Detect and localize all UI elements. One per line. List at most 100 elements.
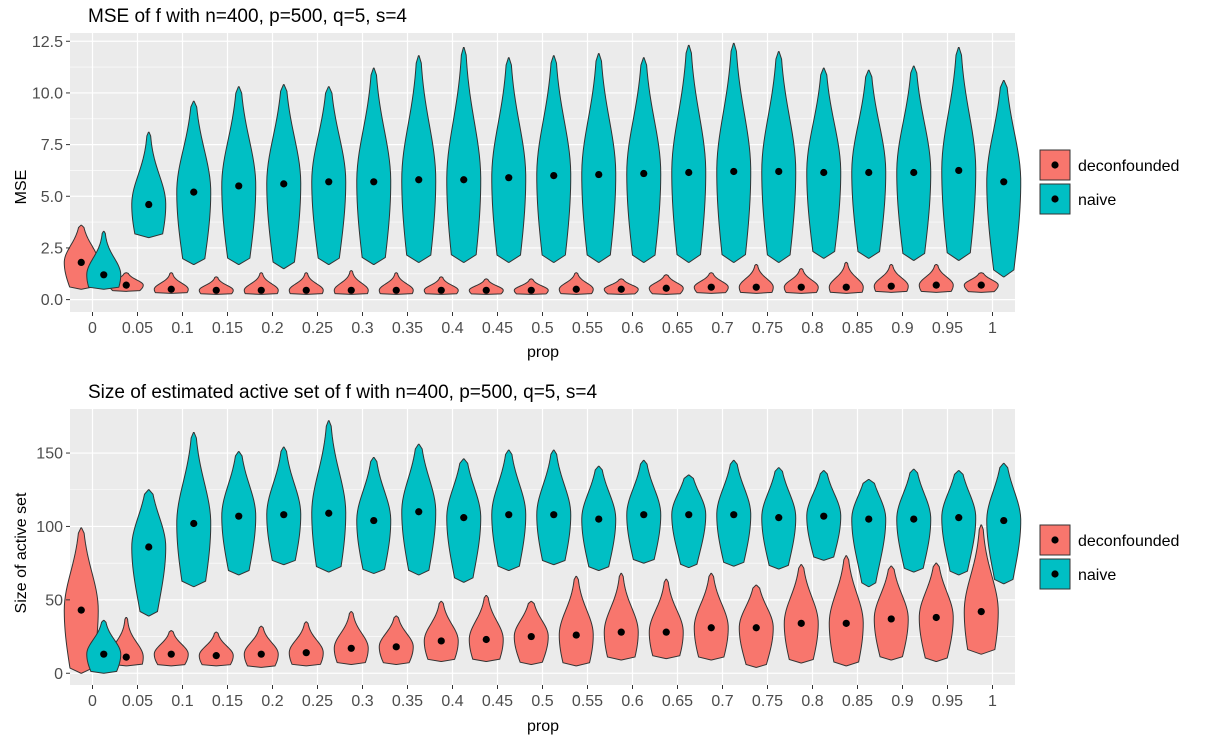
x-tick-label: 0.1 — [171, 320, 193, 337]
mean-point — [910, 515, 918, 523]
violin-deconfounded — [153, 630, 189, 667]
x-tick-label: 0.2 — [261, 693, 283, 710]
mean-point — [820, 512, 828, 520]
mean-point — [1000, 178, 1008, 186]
violin-deconfounded — [288, 621, 324, 667]
mean-point — [77, 606, 85, 614]
violin-deconfounded — [603, 572, 639, 661]
mean-point — [437, 286, 445, 294]
mean-point — [122, 281, 130, 289]
mean-point — [235, 512, 243, 520]
y-tick-label: 7.5 — [41, 137, 63, 154]
y-tick-label: 5.0 — [41, 189, 63, 206]
x-tick-label: 0.3 — [351, 693, 373, 710]
mean-point — [685, 511, 693, 519]
violin-naive — [131, 489, 167, 617]
violin-naive — [311, 420, 347, 573]
x-tick-label: 0.45 — [482, 693, 513, 710]
violin-naive — [716, 42, 752, 263]
mean-point — [977, 607, 985, 616]
violin-naive — [536, 449, 572, 566]
violin-deconfounded — [873, 263, 909, 293]
mean-point — [190, 519, 198, 528]
mean-point — [595, 170, 603, 179]
x-tick-label: 0.4 — [441, 320, 463, 337]
plot-area — [63, 33, 1022, 312]
x-tick-label: 0 — [88, 693, 97, 710]
violin-naive — [221, 86, 257, 265]
y-tick-label: 12.5 — [32, 34, 63, 51]
series-naive — [86, 420, 1022, 674]
mean-point — [977, 281, 985, 289]
legend-key-point — [1051, 536, 1059, 544]
mean-point — [167, 285, 175, 293]
violin-naive — [401, 55, 437, 263]
violin-naive — [131, 131, 167, 239]
violin-naive — [851, 478, 887, 588]
mean-point — [820, 168, 828, 177]
violin-deconfounded — [918, 562, 954, 663]
violin-naive — [356, 456, 392, 574]
violin-deconfounded — [423, 276, 459, 295]
violin-naive — [941, 46, 977, 261]
violin-naive — [176, 431, 212, 588]
x-axis-title: prop — [527, 344, 559, 361]
violin-naive — [671, 474, 707, 569]
violin-naive — [671, 44, 707, 263]
violin-deconfounded — [963, 524, 999, 655]
mean-point — [505, 511, 513, 519]
violin-deconfounded — [558, 272, 594, 295]
x-tick-label: 0.8 — [801, 693, 823, 710]
mean-point — [955, 166, 963, 175]
mean-point — [527, 286, 535, 294]
x-tick-label: 0.6 — [621, 693, 643, 710]
mean-point — [910, 168, 918, 177]
mean-point — [662, 628, 670, 636]
mean-point — [482, 286, 490, 294]
mean-point — [145, 543, 153, 551]
x-tick-label: 0.55 — [572, 320, 603, 337]
x-tick-label: 0.35 — [392, 693, 423, 710]
violin-deconfounded — [783, 564, 819, 664]
x-tick-label: 0.95 — [932, 693, 963, 710]
violin-deconfounded — [873, 565, 909, 661]
x-tick-label: 0.75 — [752, 693, 783, 710]
violin-deconfounded — [648, 274, 684, 295]
mean-point — [190, 188, 198, 196]
violin-deconfounded — [333, 270, 369, 295]
active-set-chart: Size of estimated active set of f with n… — [13, 382, 1179, 735]
x-tick-label: 0.1 — [171, 693, 193, 710]
x-tick-label: 0.4 — [441, 693, 463, 710]
mean-point — [460, 514, 468, 522]
violin-naive — [86, 619, 122, 674]
y-tick-label: 2.5 — [41, 240, 63, 257]
mean-point — [257, 650, 265, 658]
violin-deconfounded — [288, 272, 324, 295]
legend-label: naive — [1078, 192, 1116, 209]
mean-point — [685, 168, 693, 177]
violin-naive — [941, 470, 977, 576]
violin-naive — [806, 67, 842, 259]
mean-point — [437, 637, 445, 645]
violin-naive — [581, 53, 617, 263]
x-tick-label: 0.05 — [122, 320, 153, 337]
mean-point — [302, 286, 310, 294]
violin-naive — [266, 84, 302, 270]
x-tick-label: 0.2 — [261, 320, 283, 337]
mean-point — [640, 169, 648, 178]
x-tick-label: 0.7 — [711, 693, 733, 710]
mean-point — [280, 511, 288, 519]
violin-deconfounded — [828, 261, 864, 294]
x-tick-label: 0.35 — [392, 320, 423, 337]
y-tick-label: 150 — [36, 446, 63, 463]
mse-chart: MSE of f with n=400, p=500, q=5, s=4 MSE… — [13, 6, 1179, 361]
mean-point — [572, 631, 580, 639]
mean-point — [122, 653, 130, 661]
violin-deconfounded — [198, 276, 234, 295]
legend: deconfounded naive — [1039, 524, 1179, 590]
x-tick-label: 0.8 — [801, 320, 823, 337]
y-tick-label: 0.0 — [41, 292, 63, 309]
violin-deconfounded — [468, 278, 504, 295]
violin-deconfounded — [243, 272, 279, 295]
mean-point — [595, 515, 603, 523]
